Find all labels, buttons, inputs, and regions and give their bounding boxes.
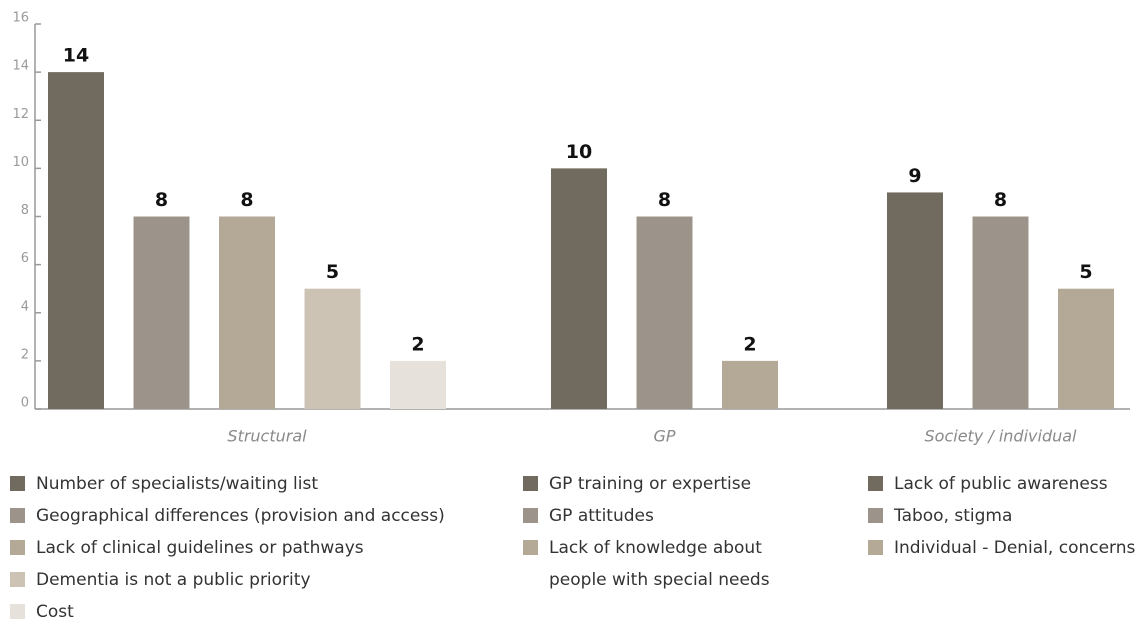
legend-label: Individual - Denial, concerns bbox=[894, 538, 1136, 558]
y-tick-label: 2 bbox=[21, 347, 29, 362]
legend-swatch bbox=[523, 508, 538, 523]
legend-swatch bbox=[523, 540, 538, 555]
legend-item: GP attitudes bbox=[523, 500, 773, 532]
legend-swatch bbox=[10, 604, 25, 619]
value-label: 8 bbox=[658, 189, 671, 211]
legend-label: GP attitudes bbox=[549, 506, 654, 526]
value-label: 2 bbox=[411, 333, 424, 355]
legend-label: Cost bbox=[36, 602, 74, 620]
value-label: 8 bbox=[155, 189, 168, 211]
bar bbox=[390, 360, 446, 409]
value-label: 5 bbox=[1079, 261, 1092, 283]
bar bbox=[1058, 288, 1114, 409]
legend-item: Geographical differences (provision and … bbox=[10, 500, 490, 532]
y-tick-label: 16 bbox=[12, 11, 29, 26]
y-tick-label: 12 bbox=[12, 107, 29, 122]
y-tick-label: 4 bbox=[21, 299, 29, 314]
category-label: Society / individual bbox=[925, 427, 1078, 446]
legend-item: Lack of public awareness bbox=[868, 468, 1146, 500]
value-label: 8 bbox=[994, 189, 1007, 211]
bar bbox=[304, 288, 361, 409]
y-tick-label: 8 bbox=[21, 203, 29, 218]
legend-item: Number of specialists/waiting list bbox=[10, 468, 490, 500]
bar bbox=[551, 168, 607, 409]
value-label: 5 bbox=[326, 261, 339, 283]
legend-swatch bbox=[10, 508, 25, 523]
legend-item: Dementia is not a public priority bbox=[10, 564, 490, 596]
value-label: 9 bbox=[908, 165, 921, 187]
legend-swatch bbox=[10, 572, 25, 587]
bar bbox=[133, 216, 190, 409]
y-tick-label: 10 bbox=[12, 155, 29, 170]
legend-swatch bbox=[868, 508, 883, 523]
bar bbox=[972, 216, 1029, 409]
bar bbox=[48, 72, 104, 409]
category-label: Structural bbox=[227, 427, 307, 446]
legend-swatch bbox=[10, 540, 25, 555]
legend-item: Taboo, stigma bbox=[868, 500, 1146, 532]
legend-swatch bbox=[868, 540, 883, 555]
legend-item: Individual - Denial, concerns bbox=[868, 532, 1146, 564]
legend-label: Lack of knowledge about people with spec… bbox=[549, 538, 770, 590]
value-label: 2 bbox=[743, 333, 756, 355]
value-label: 8 bbox=[240, 189, 253, 211]
legend-label: GP training or expertise bbox=[549, 474, 752, 494]
bar bbox=[636, 216, 693, 409]
y-tick-label: 14 bbox=[12, 59, 29, 74]
legend-label: Number of specialists/waiting list bbox=[36, 474, 319, 494]
y-tick-label: 0 bbox=[21, 396, 29, 411]
legend-label: Lack of public awareness bbox=[894, 474, 1108, 494]
y-tick-label: 6 bbox=[21, 251, 29, 266]
value-label: 14 bbox=[63, 45, 89, 67]
bar bbox=[219, 216, 275, 409]
legend-item: Lack of knowledge about people with spec… bbox=[523, 532, 773, 596]
legend-swatch bbox=[868, 476, 883, 491]
legend-swatch bbox=[523, 476, 538, 491]
legend-item: GP training or expertise bbox=[523, 468, 773, 500]
bar bbox=[887, 192, 943, 409]
plot: 0 2 4 6 8 10 12 14 16 Structural 14 8 8 5 2 GP 10 8 2 Socie… bbox=[12, 11, 1130, 446]
legend-label: Geographical differences (provision and … bbox=[36, 506, 445, 526]
legend-item: Lack of clinical guidelines or pathways bbox=[10, 532, 490, 564]
legend-swatch bbox=[10, 476, 25, 491]
legend-item: Cost bbox=[10, 596, 490, 620]
bar bbox=[722, 360, 778, 409]
value-label: 10 bbox=[566, 141, 592, 163]
legend-label: Dementia is not a public priority bbox=[36, 570, 311, 590]
legend-label: Lack of clinical guidelines or pathways bbox=[36, 538, 364, 558]
category-label: GP bbox=[653, 427, 675, 446]
legend-label: Taboo, stigma bbox=[894, 506, 1013, 526]
